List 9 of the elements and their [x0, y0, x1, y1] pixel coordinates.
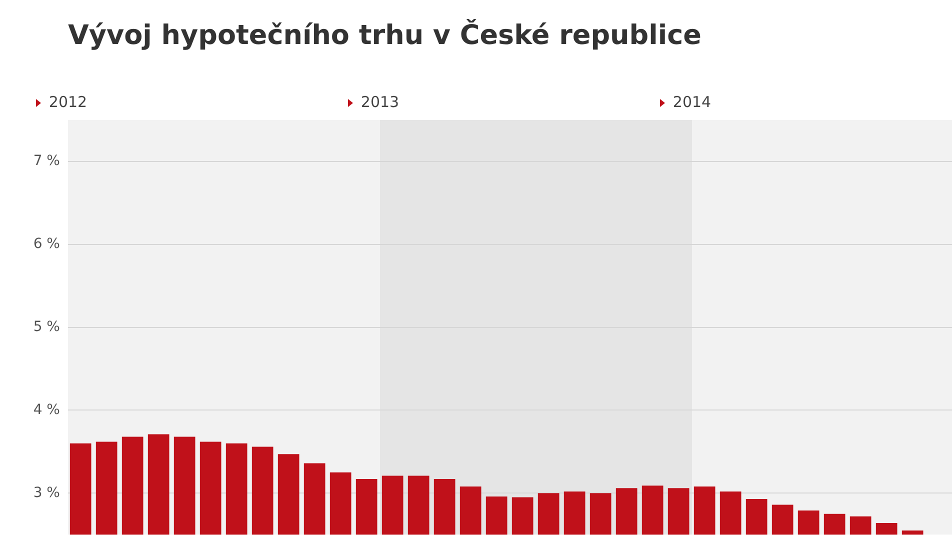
y-tick-label: 5 %	[33, 318, 60, 335]
chart-title: Vývoj hypotečního trhu v České republice	[68, 20, 702, 51]
y-tick-label: 7 %	[33, 153, 60, 170]
x-tick-label: 2012	[48, 92, 88, 111]
x-tick-label: 2013	[360, 92, 400, 111]
y-tick-label: 6 %	[33, 236, 60, 252]
x-tick-label: 2014	[672, 92, 712, 111]
y-tick-label: 4 %	[33, 402, 60, 418]
y-tick-label: 3 %	[33, 484, 60, 501]
